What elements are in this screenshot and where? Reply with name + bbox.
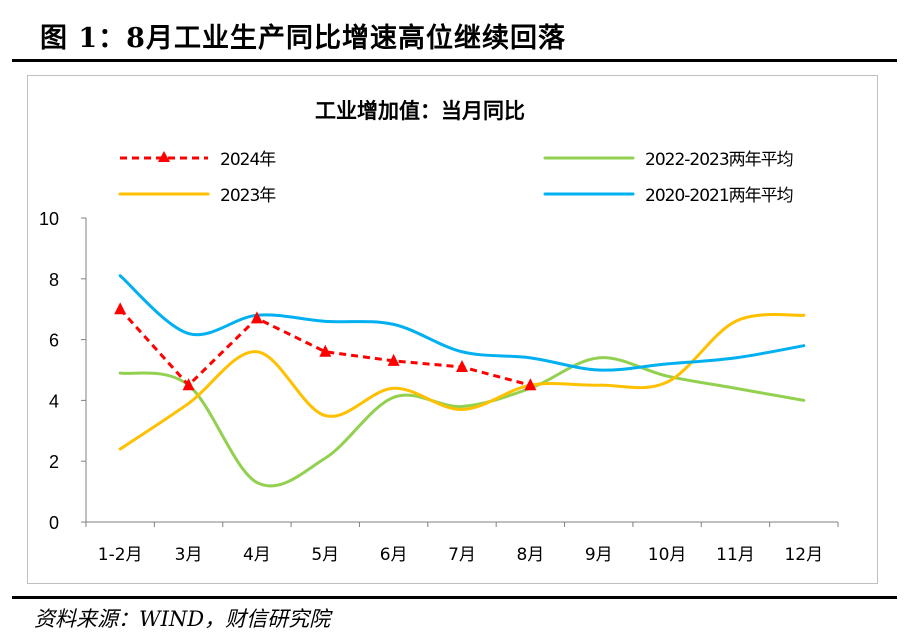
chart-title: 工业增加值：当月同比 bbox=[315, 99, 525, 123]
chart-frame bbox=[27, 75, 878, 584]
y-tick-label: 8 bbox=[49, 270, 59, 290]
top-rule bbox=[12, 59, 897, 62]
x-tick-label: 8月 bbox=[516, 545, 544, 565]
legend: 2024年 2022-2023两年平均 2023年 2020-2021两年平均 bbox=[118, 150, 794, 206]
legend-label: 2022-2023两年平均 bbox=[645, 150, 793, 170]
x-tick-label: 3月 bbox=[175, 545, 203, 565]
series-2022-2023-line bbox=[118, 356, 806, 488]
y-tick-label: 2 bbox=[49, 452, 59, 472]
x-tick-label: 5月 bbox=[311, 545, 339, 565]
series-2020-2021-line bbox=[118, 274, 806, 372]
data-point-triangle bbox=[250, 311, 263, 324]
x-tick-label: 6月 bbox=[380, 545, 408, 565]
y-tick-label: 6 bbox=[49, 331, 59, 351]
x-tick-label: 10月 bbox=[648, 545, 687, 565]
series-lines bbox=[114, 274, 806, 488]
legend-triangle-marker bbox=[158, 151, 170, 162]
legend-label: 2024年 bbox=[220, 150, 276, 170]
y-tick-label: 4 bbox=[49, 391, 59, 411]
series-2023-line bbox=[118, 313, 806, 451]
source-note: 资料来源：WIND，财信研究院 bbox=[34, 607, 331, 631]
x-tick-label: 1-2月 bbox=[98, 545, 143, 565]
bottom-rule bbox=[12, 596, 897, 599]
data-point-triangle bbox=[114, 302, 127, 315]
data-point-triangle bbox=[319, 344, 332, 357]
legend-label: 2020-2021两年平均 bbox=[645, 186, 793, 206]
x-tick-label: 4月 bbox=[243, 545, 271, 565]
x-tick-label: 12月 bbox=[784, 545, 823, 565]
data-point-triangle bbox=[182, 378, 195, 391]
data-point-triangle bbox=[524, 378, 537, 391]
x-tick-label: 11月 bbox=[716, 545, 755, 565]
legend-label: 2023年 bbox=[220, 186, 276, 206]
x-tick-label: 7月 bbox=[448, 545, 476, 565]
figure-title: 图 1：8月工业生产同比增速高位继续回落 bbox=[40, 23, 566, 54]
data-point-triangle bbox=[456, 359, 468, 372]
axes: 0 2 4 6 8 10 1-2月 3月 4月 5月 6月 7月 8月 9月 10月 11月 12月 bbox=[39, 209, 839, 565]
y-tick-label: 10 bbox=[39, 209, 59, 229]
y-tick-label: 0 bbox=[49, 513, 59, 533]
x-tick-label: 9月 bbox=[585, 545, 613, 565]
data-point-triangle bbox=[387, 353, 400, 366]
